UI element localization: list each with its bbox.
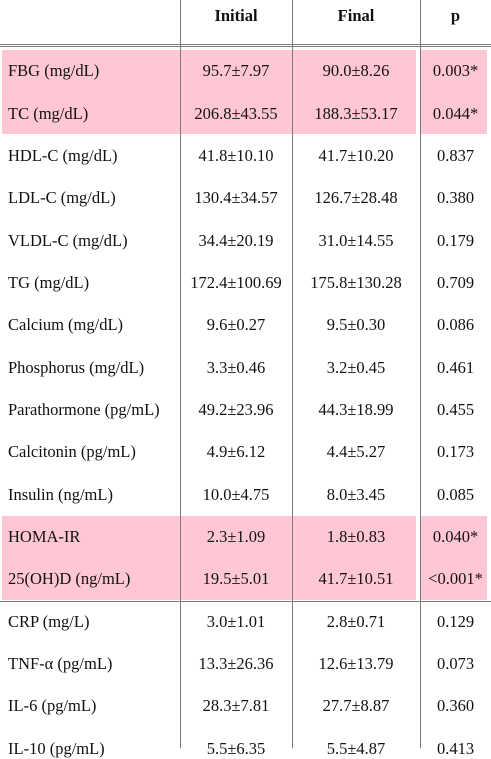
highlight-band (421, 558, 487, 601)
cell-p: 0.455 (436, 399, 475, 419)
cell-initial: 10.0±4.75 (202, 484, 270, 504)
highlight-band (2, 50, 416, 92)
cell-initial: 3.3±0.46 (206, 357, 266, 377)
row-label: HDL-C (mg/dL) (8, 145, 118, 165)
row-label: TNF-α (pg/mL) (8, 654, 113, 674)
row-label: VLDL-C (mg/dL) (8, 230, 128, 250)
cell-final: 8.0±3.45 (326, 484, 386, 504)
column-header: p (450, 6, 461, 25)
row-divider (0, 44, 491, 45)
row-label: FBG (mg/dL) (8, 61, 100, 81)
column-header: Final (337, 6, 375, 25)
row-label: Calcitonin (pg/mL) (8, 442, 136, 462)
column-header: Initial (214, 6, 258, 25)
cell-initial: 172.4±100.69 (190, 272, 282, 292)
row-label: HOMA-IR (8, 527, 81, 547)
highlight-band (421, 515, 487, 558)
cell-initial: 3.0±1.01 (206, 611, 266, 631)
cell-p: 0.709 (436, 272, 475, 292)
cell-p: 0.003* (432, 61, 479, 81)
cell-final: 31.0±14.55 (318, 230, 394, 250)
row-label: TC (mg/dL) (8, 103, 89, 123)
cell-initial: 9.6±0.27 (206, 315, 266, 335)
cell-initial: 34.4±20.19 (198, 230, 274, 250)
cell-initial: 130.4±34.57 (194, 188, 278, 208)
row-label: Insulin (ng/mL) (8, 484, 113, 504)
cell-final: 3.2±0.45 (326, 357, 386, 377)
cell-p: 0.360 (436, 696, 475, 716)
cell-final: 9.5±0.30 (326, 315, 386, 335)
cell-initial: 13.3±26.36 (198, 654, 274, 674)
cell-final: 5.5±4.87 (326, 738, 386, 758)
cell-p: 0.837 (436, 145, 475, 165)
cell-p: 0.044* (432, 103, 479, 123)
highlight-band (421, 50, 487, 92)
cell-p: <0.001* (428, 569, 483, 589)
cell-initial: 95.7±7.97 (202, 61, 270, 81)
cell-final: 4.4±5.27 (326, 442, 386, 462)
row-label: IL-6 (pg/mL) (8, 696, 97, 716)
row-label: Parathormone (pg/mL) (8, 399, 160, 419)
column-divider (292, 0, 293, 748)
row-label: 25(OH)D (ng/mL) (8, 569, 131, 589)
cell-p: 0.040* (432, 527, 479, 547)
cell-initial: 206.8±43.55 (194, 103, 278, 123)
cell-p: 0.085 (436, 484, 475, 504)
cell-final: 41.7±10.20 (318, 145, 394, 165)
row-divider (0, 600, 491, 602)
row-label: Calcium (mg/dL) (8, 315, 124, 335)
cell-p: 0.086 (436, 315, 475, 335)
row-label: IL-10 (pg/mL) (8, 738, 105, 758)
row-label: TG (mg/dL) (8, 272, 90, 292)
cell-p: 0.461 (436, 357, 475, 377)
column-divider (180, 0, 181, 748)
cell-p: 0.173 (436, 442, 475, 462)
cell-final: 41.7±10.51 (318, 569, 394, 589)
cell-final: 90.0±8.26 (322, 61, 390, 81)
cell-p: 0.179 (436, 230, 475, 250)
cell-final: 175.8±130.28 (310, 272, 402, 292)
cell-final: 27.7±8.87 (322, 696, 390, 716)
cell-initial: 49.2±23.96 (198, 399, 274, 419)
cell-initial: 19.5±5.01 (202, 569, 270, 589)
cell-final: 12.6±13.79 (318, 654, 394, 674)
cell-p: 0.413 (436, 738, 475, 758)
row-label: Phosphorus (mg/dL) (8, 357, 145, 377)
cell-final: 44.3±18.99 (318, 399, 394, 419)
cell-final: 188.3±53.17 (314, 103, 398, 123)
cell-final: 2.8±0.71 (326, 611, 386, 631)
row-label: LDL-C (mg/dL) (8, 188, 116, 208)
cell-initial: 4.9±6.12 (206, 442, 266, 462)
highlight-band (2, 558, 416, 601)
highlight-band (421, 92, 487, 135)
cell-final: 1.8±0.83 (326, 527, 386, 547)
cell-initial: 41.8±10.10 (198, 145, 274, 165)
highlight-band (2, 92, 416, 135)
cell-initial: 5.5±6.35 (206, 738, 266, 758)
cell-initial: 28.3±7.81 (202, 696, 270, 716)
cell-p: 0.073 (436, 654, 475, 674)
row-divider (0, 46, 491, 47)
cell-p: 0.380 (436, 188, 475, 208)
cell-final: 126.7±28.48 (314, 188, 398, 208)
highlight-band (2, 515, 416, 558)
row-label: CRP (mg/L) (8, 611, 90, 631)
cell-p: 0.129 (436, 611, 475, 631)
column-divider (420, 0, 421, 748)
cell-initial: 2.3±1.09 (206, 527, 266, 547)
